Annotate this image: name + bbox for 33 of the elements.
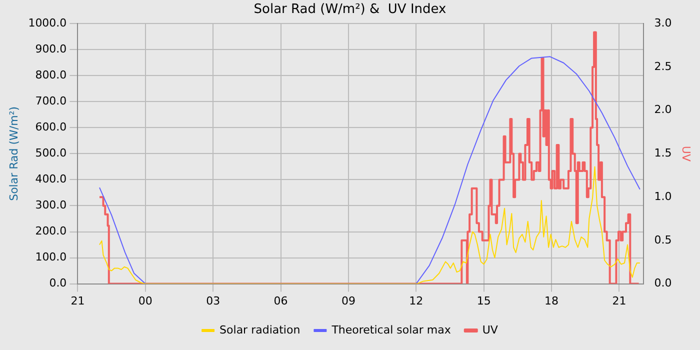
x-tick-label: 03 xyxy=(206,294,220,308)
y-tick-label: 900.0 xyxy=(35,42,67,56)
x-tick-label: 18 xyxy=(544,294,559,308)
y-tick-label: 300.0 xyxy=(35,198,67,212)
x-tick-label: 21 xyxy=(70,294,85,308)
y2-tick-label: 1.5 xyxy=(654,146,672,160)
y-tick-label: 500.0 xyxy=(35,146,67,160)
y2-tick-label: 2.0 xyxy=(654,103,672,116)
y-tick-label: 1000.0 xyxy=(28,16,67,30)
legend-label: Theoretical solar max xyxy=(330,323,452,336)
y2-tick-label: 1.0 xyxy=(654,190,672,203)
y-tick-label: 600.0 xyxy=(35,120,67,134)
y2-tick-label: 0.5 xyxy=(654,233,672,246)
y2-tick-label: 0.0 xyxy=(654,276,672,290)
chart-title: Solar Rad (W/m²) & UV Index xyxy=(254,2,447,18)
x-tick-label: 09 xyxy=(341,294,356,308)
y2-tick-label: 2.5 xyxy=(654,60,672,73)
y-tick-label: 100.0 xyxy=(35,250,67,264)
y-axis-title: Solar Rad (W/m²) xyxy=(7,106,20,201)
x-tick-label: 12 xyxy=(409,294,424,308)
y-tick-label: 800.0 xyxy=(35,68,67,82)
legend-label: UV xyxy=(482,323,498,336)
x-tick-label: 06 xyxy=(274,294,288,308)
y-tick-label: 200.0 xyxy=(35,224,67,238)
y2-axis-title: UV xyxy=(680,146,693,162)
y-tick-label: 0.0 xyxy=(49,276,67,290)
x-tick-label: 00 xyxy=(138,294,152,308)
y2-tick-label: 3.0 xyxy=(654,16,672,30)
y-tick-label: 700.0 xyxy=(35,94,67,108)
legend-label: Solar radiation xyxy=(220,323,300,336)
y-tick-label: 400.0 xyxy=(35,172,67,186)
x-tick-label: 15 xyxy=(476,294,491,308)
x-tick-label: 21 xyxy=(612,294,626,308)
